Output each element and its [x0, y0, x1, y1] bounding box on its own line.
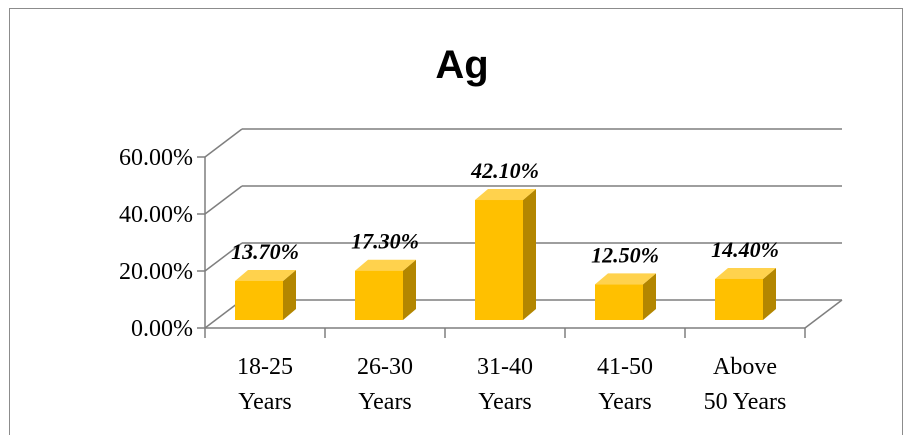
bar [595, 273, 656, 320]
x-tick-label: Years [358, 389, 412, 415]
bar-side [763, 267, 776, 320]
data-label: 14.40% [711, 237, 779, 262]
bar [715, 267, 776, 320]
data-label: 42.10% [470, 158, 539, 183]
chart-frame [9, 8, 903, 435]
y-tick-label: 0.00% [131, 316, 193, 342]
bar-side [643, 273, 656, 320]
bar-front [595, 284, 643, 320]
bar [235, 269, 296, 320]
y-tick-label: 60.00% [119, 145, 193, 171]
bar [475, 189, 536, 320]
bar-front [475, 200, 523, 320]
bar-top [475, 189, 536, 201]
data-label: 13.70% [231, 239, 299, 264]
wall-diagonal [204, 185, 243, 215]
bar-side [283, 269, 296, 320]
bar-front [715, 278, 763, 320]
data-label: 17.30% [351, 229, 419, 254]
x-tick-label: Above [713, 354, 777, 380]
floor-right-edge [804, 299, 843, 329]
chart-title: Ag [435, 43, 488, 87]
bar-side [523, 189, 536, 320]
bar-side [403, 259, 416, 320]
x-tick-label: 31-40 [477, 354, 533, 380]
x-tick-label: Years [238, 389, 292, 415]
bar [355, 259, 416, 320]
x-tick-label: 26-30 [357, 354, 413, 380]
data-label: 12.50% [591, 242, 659, 267]
bar-top [235, 269, 296, 281]
bar-front [355, 270, 403, 320]
bar-top [355, 259, 416, 271]
wall-diagonal [204, 242, 243, 272]
bar-layer [235, 189, 776, 320]
bar-top [715, 267, 776, 279]
wall-diagonal [204, 128, 243, 158]
x-tick-label: Years [478, 389, 532, 415]
axis-layer: 0.00% 20.00% 40.00% 60.00% 18-25 Years 26-30 Ye… [119, 145, 843, 415]
x-tick-label: Years [598, 389, 652, 415]
x-tick-label: 50 Years [704, 389, 787, 415]
y-tick-label: 20.00% [119, 259, 193, 285]
bar-front [235, 280, 283, 320]
label-layer: 13.70% 17.30% 42.10% 12.50% 14.40% [231, 158, 779, 267]
x-tick-label: 41-50 [597, 354, 653, 380]
y-tick-label: 40.00% [119, 202, 193, 228]
bar-top [595, 273, 656, 285]
x-tick-label: 18-25 [237, 354, 293, 380]
